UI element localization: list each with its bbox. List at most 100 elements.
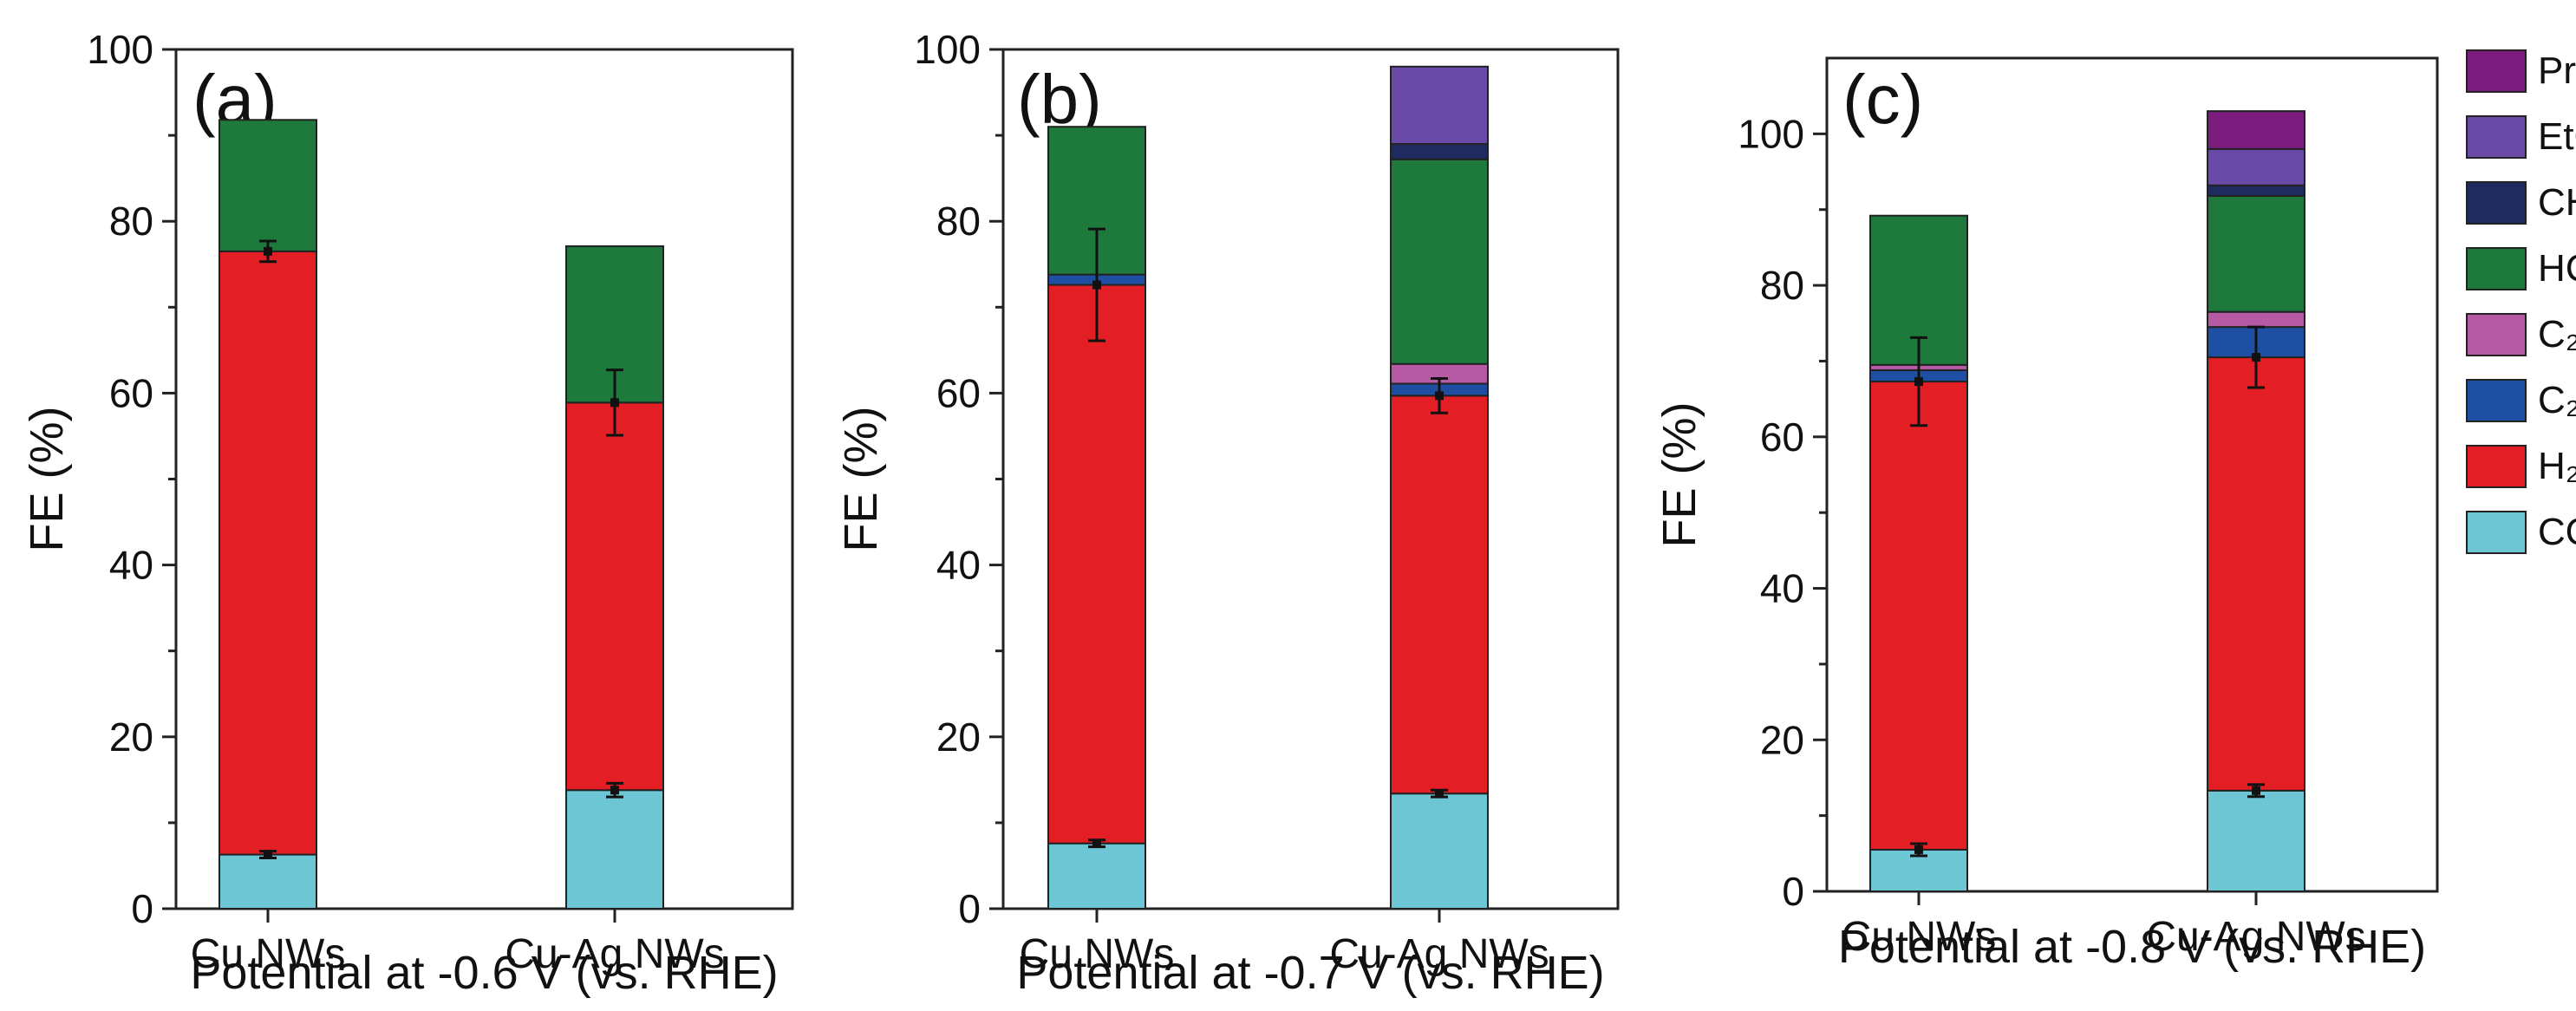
legend: PrOH EtOH CH₃COOH HCOOH C₂H₆ C₂H₄ H₂ CO [2466, 49, 2576, 554]
error-bar-marker [610, 398, 619, 408]
bar-segment-hcooh-cuag [2207, 195, 2305, 313]
plot-frame [1825, 56, 2439, 893]
y-tick-label: 80 [1760, 263, 1804, 308]
error-bar-co-cu [259, 850, 277, 860]
panel-c: 0 20 40 60 80 100 Cu NWs Cu-Ag NWs FE (%) Potenti… [1653, 56, 2439, 973]
bar-segment-ch3cooh-cuag [2207, 184, 2305, 198]
bar-segment-h2-cuag [1390, 395, 1489, 795]
legend-item-co: CO [2466, 511, 2576, 554]
legend-label: CO [2538, 511, 2576, 553]
y-tick-label: 80 [936, 199, 981, 244]
error-bar-co-cuag [606, 781, 623, 799]
bar-segment-co-cuag [2207, 789, 2305, 892]
chart-panels: 0 20 40 60 80 100 Cu NWs Cu-Ag NWs FE (%) Potenti… [21, 27, 2439, 999]
legend-swatch [2466, 49, 2527, 93]
legend-label: C₂H₄ [2538, 379, 2576, 421]
error-bar-marker [1092, 838, 1101, 848]
panel-b: 0 20 40 60 80 100 Cu NWs Cu-Ag NWs FE (%) Potenti… [835, 27, 1620, 999]
x-axis-title: Potential at -0.8 V (vs. RHE) [1838, 921, 2426, 973]
bar-segment-hcooh-cu [218, 119, 317, 252]
y-tick-label: 20 [936, 714, 981, 760]
error-bar-h2-cu [1088, 227, 1105, 342]
legend-label: C₂H₆ [2538, 313, 2576, 355]
error-bar-marker [1092, 280, 1101, 290]
bar-segment-hcooh-cuag [1390, 158, 1489, 365]
legend-item-hcooh: HCOOH [2466, 247, 2576, 290]
legend-label: EtOH [2538, 115, 2576, 158]
x-axis-title: Potential at -0.6 V (vs. RHE) [190, 947, 778, 999]
legend-label: PrOH [2538, 49, 2576, 92]
error-bar-marker [1914, 377, 1923, 387]
bar-segment-h2-cu [1869, 381, 1968, 851]
legend-item-etoh: EtOH [2466, 115, 2576, 159]
legend-swatch [2466, 511, 2527, 554]
x-tick-label: Cu NWs [1842, 914, 1997, 960]
y-tick-label: 40 [1760, 566, 1804, 611]
legend-item-h2: H₂ [2466, 445, 2576, 488]
legend-swatch [2466, 445, 2527, 488]
legend-item-c2h6: C₂H₆ [2466, 313, 2576, 356]
bar-segment-ch3cooh-cuag [1390, 143, 1489, 160]
legend-label: HCOOH [2538, 247, 2576, 290]
bar-segment-proh-cuag [2207, 110, 2305, 150]
error-bar-co-cu [1088, 838, 1105, 849]
y-tick-label: 0 [958, 886, 981, 931]
error-bar-h2-cu [1910, 336, 1927, 427]
x-tick-label: Cu-Ag NWs [2146, 914, 2365, 960]
error-bar-marker [264, 850, 272, 859]
error-bar-co-cuag [1431, 788, 1448, 799]
bar-segment-h2-cuag [565, 401, 664, 792]
error-bar-h2-cuag [1431, 377, 1448, 414]
x-tick-label: Cu NWs [1020, 931, 1175, 977]
y-tick-label: 80 [109, 199, 153, 244]
x-tick-label: Cu-Ag NWs [1329, 931, 1549, 977]
bar-segment-h2-cu [1047, 284, 1146, 845]
bar-segment-co-cu [1869, 848, 1968, 893]
legend-swatch [2466, 115, 2527, 159]
panel-a: 0 20 40 60 80 100 Cu NWs Cu-Ag NWs FE (%) Potenti… [21, 27, 794, 999]
legend-item-c2h4: C₂H₄ [2466, 379, 2576, 422]
bar-segment-hcooh-cuag [565, 245, 664, 404]
error-bar-marker [264, 246, 272, 256]
error-bar-marker [610, 786, 619, 795]
error-bar-h2-cuag [2247, 325, 2265, 389]
bar-segment-h2-cuag [2207, 356, 2305, 792]
error-bar-marker [1435, 789, 1444, 799]
error-bar-marker [1435, 391, 1444, 401]
error-bar-marker [2252, 353, 2260, 362]
error-bar-co-cuag [2247, 783, 2265, 799]
panel-label: (c) [1842, 61, 1923, 138]
bar-segment-etoh-cuag [1390, 65, 1489, 146]
legend-swatch [2466, 247, 2527, 290]
y-tick-label: 20 [109, 714, 153, 760]
bar-segment-etoh-cuag [2207, 147, 2305, 186]
legend-item-proh: PrOH [2466, 49, 2576, 93]
y-tick-label: 100 [1738, 111, 1804, 156]
legend-label: CH₃COOH [2538, 181, 2576, 224]
panel-label: (b) [1017, 61, 1102, 138]
legend-swatch [2466, 379, 2527, 422]
error-bar-h2-cu [259, 239, 277, 264]
y-tick-label: 60 [1760, 414, 1804, 460]
legend-item-ch3cooh: CH₃COOH [2466, 181, 2576, 225]
bar-segment-h2-cu [218, 250, 317, 856]
x-tick-label: Cu-Ag NWs [505, 931, 724, 977]
y-tick-label: 60 [109, 370, 153, 415]
y-tick-label: 100 [87, 27, 153, 72]
y-tick-label: 100 [914, 27, 981, 72]
y-axis-title: FE (%) [21, 407, 73, 552]
bar-segment-co-cu [1047, 842, 1146, 910]
y-tick-label: 20 [1760, 717, 1804, 762]
y-tick-label: 0 [1782, 869, 1804, 914]
y-tick-label: 40 [109, 543, 153, 588]
y-axis-title: FE (%) [1653, 402, 1705, 548]
y-tick-label: 40 [936, 543, 981, 588]
error-bar-h2-cuag [606, 369, 623, 437]
y-tick-label: 0 [131, 886, 153, 931]
x-axis-title: Potential at -0.7 V (vs. RHE) [1016, 947, 1604, 999]
error-bar-marker [1914, 845, 1923, 854]
y-axis-title: FE (%) [835, 407, 887, 552]
bar-segment-co-cuag [1390, 792, 1489, 910]
legend-swatch [2466, 181, 2527, 225]
